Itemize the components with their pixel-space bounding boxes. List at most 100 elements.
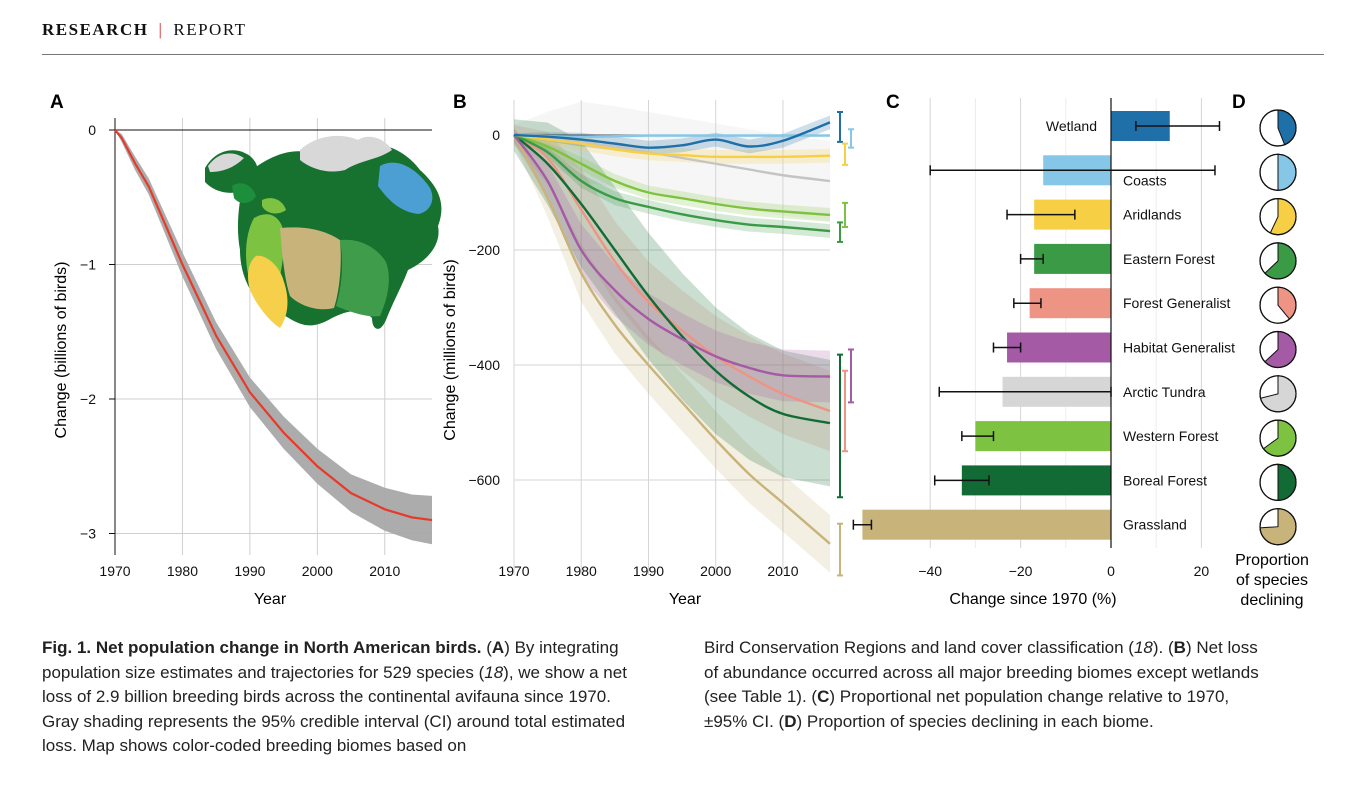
panel-b-ylabel: Change (millions of birds): [442, 259, 459, 440]
y-tick-label: 0: [88, 122, 96, 138]
x-tick-label: 1990: [633, 563, 664, 579]
y-tick-label: −600: [468, 472, 500, 488]
section-header: RESEARCH | REPORT: [42, 20, 247, 40]
western-forest-line: [513, 133, 831, 217]
x-tick-label: 2000: [700, 563, 731, 579]
category-label: Wetland: [1046, 118, 1097, 134]
coasts-pie: [1259, 153, 1297, 191]
x-tick-label: 1970: [498, 563, 529, 579]
category-label: Coasts: [1123, 172, 1167, 188]
wetland-error-bar: [1135, 121, 1221, 131]
boreal-forest-error-bar: [933, 475, 990, 486]
category-label: Grassland: [1123, 517, 1187, 533]
x-tick-label: 1990: [234, 563, 265, 579]
header-rule: [42, 54, 1324, 55]
western-forest-ci-bracket: [842, 201, 848, 228]
forest-generalist-ci-bracket: [842, 369, 848, 453]
x-tick-label: −20: [1009, 563, 1033, 579]
panel-a-chart: 1970 1980 1990 2000 2010 0 −1 −2 −3: [80, 118, 433, 579]
grassland-ci-bracket: [837, 522, 843, 577]
boreal-forest-line: [513, 134, 831, 425]
category-label: Forest Generalist: [1123, 295, 1230, 311]
x-tick-label: 20: [1194, 563, 1210, 579]
forest-generalist-ci-band: [514, 124, 830, 452]
category-label: Boreal Forest: [1123, 472, 1207, 488]
coasts-ci-bracket: [848, 128, 854, 149]
western-forest-error-bar: [961, 431, 995, 442]
aridlands-ci-bracket: [842, 142, 848, 166]
category-label: Arctic Tundra: [1123, 384, 1206, 400]
category-label: Eastern Forest: [1123, 251, 1215, 267]
forest-generalist-pie: [1259, 286, 1297, 324]
biome-map-inset: [205, 135, 442, 329]
eastern-forest-ci-bracket: [837, 221, 843, 243]
eastern-forest-error-bar: [1019, 253, 1044, 264]
boreal-forest-pie: [1259, 463, 1297, 501]
x-tick-label: 2010: [767, 563, 798, 579]
x-tick-label: 1980: [167, 563, 198, 579]
section-label: RESEARCH: [42, 20, 149, 39]
panel-d-title-line3: declining: [1240, 592, 1303, 609]
panel-label-d: D: [1232, 92, 1246, 113]
eastern-forest-line: [513, 133, 831, 233]
grassland-pie: [1259, 508, 1297, 546]
arctic-tundra-pie: [1259, 375, 1297, 413]
panel-a-xlabel: Year: [254, 591, 287, 608]
x-tick-label: −40: [918, 563, 942, 579]
eastern-forest-bar: [1034, 243, 1111, 274]
panel-c-xlabel: Change since 1970 (%): [949, 591, 1116, 608]
western-forest-pie: [1259, 419, 1297, 457]
grassland-ci-band: [514, 127, 830, 573]
western-forest-bar: [975, 421, 1111, 452]
habitat-generalist-line: [513, 134, 831, 378]
total-loss-line: [114, 129, 433, 522]
grassland-line: [512, 134, 831, 545]
habitat-generalist-error-bar: [992, 342, 1022, 353]
y-tick-label: −3: [80, 526, 96, 542]
x-tick-label: 1980: [566, 563, 597, 579]
article-type: REPORT: [173, 20, 247, 39]
aridlands-error-bar: [1006, 209, 1076, 220]
habitat-generalist-bar: [1007, 332, 1111, 363]
panel-label-b: B: [453, 92, 467, 113]
category-label: Western Forest: [1123, 428, 1219, 444]
boreal-forest-ci-bracket: [837, 353, 843, 499]
panel-b-chart: 1970 1980 1990 2000 2010 0 −200 −400 −600: [468, 100, 854, 579]
aridlands-pie: [1259, 198, 1297, 236]
figure-caption-left: Fig. 1. Net population change in North A…: [42, 638, 627, 755]
forest-generalist-error-bar: [1013, 298, 1042, 309]
wetland-line: [513, 121, 831, 149]
habitat-generalist-ci-bracket: [848, 348, 854, 404]
panel-b-xlabel: Year: [669, 591, 702, 608]
y-tick-label: −2: [80, 391, 96, 407]
panel-d-title-line1: Proportion: [1235, 552, 1309, 569]
ci-band: [115, 130, 432, 545]
habitat-generalist-pie: [1259, 330, 1297, 369]
wetland-ci-bracket: [837, 111, 843, 143]
arctic-tundra-ci-band: [514, 101, 830, 222]
grassland-error-bar: [852, 519, 873, 530]
x-tick-label: 1970: [99, 563, 130, 579]
panel-label-c: C: [886, 92, 900, 113]
panel-a-ylabel: Change (billions of birds): [53, 262, 70, 439]
x-tick-label: 2010: [369, 563, 400, 579]
grassland-bar: [862, 509, 1111, 540]
category-label: Habitat Generalist: [1123, 340, 1235, 356]
y-tick-label: −200: [468, 242, 500, 258]
figure-caption-right: Bird Conservation Regions and land cover…: [704, 638, 1259, 731]
forest-generalist-bar: [1029, 288, 1111, 319]
x-tick-label: 2000: [302, 563, 333, 579]
boreal-forest-ci-band: [514, 119, 830, 487]
y-tick-label: −1: [80, 257, 96, 273]
aridlands-line: [513, 133, 831, 159]
coasts-line: [513, 133, 830, 138]
y-tick-label: 0: [492, 127, 500, 143]
wetland-pie: [1259, 109, 1297, 147]
panel-c-chart: −40 −20 0 20 Wetland Coasts Aridlands Eastern F…: [852, 98, 1235, 579]
category-label: Aridlands: [1123, 207, 1181, 223]
coasts-error-bar: [929, 165, 1216, 176]
eastern-forest-pie: [1259, 242, 1297, 280]
x-tick-label: 0: [1107, 563, 1115, 579]
panel-d-title-line2: of species: [1236, 572, 1308, 589]
